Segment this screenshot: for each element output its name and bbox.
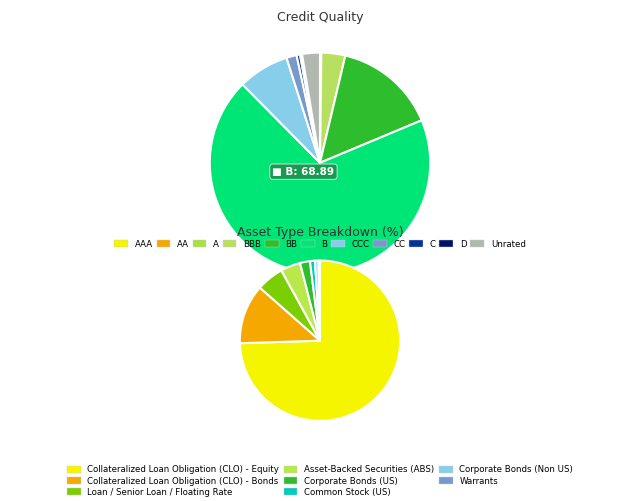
- Wedge shape: [300, 261, 320, 341]
- Wedge shape: [296, 55, 320, 163]
- Text: ■ B: 68.89: ■ B: 68.89: [273, 167, 335, 177]
- Wedge shape: [240, 261, 400, 421]
- Wedge shape: [243, 58, 320, 163]
- Wedge shape: [282, 263, 320, 341]
- Wedge shape: [319, 261, 320, 341]
- Wedge shape: [320, 53, 321, 163]
- Wedge shape: [287, 55, 320, 163]
- Wedge shape: [300, 54, 320, 163]
- Title: Credit Quality: Credit Quality: [276, 11, 364, 24]
- Wedge shape: [320, 53, 346, 163]
- Legend: Collateralized Loan Obligation (CLO) - Equity, Collateralized Loan Obligation (C: Collateralized Loan Obligation (CLO) - E…: [67, 465, 573, 496]
- Wedge shape: [315, 261, 320, 341]
- Wedge shape: [260, 271, 320, 341]
- Title: Asset Type Breakdown (%): Asset Type Breakdown (%): [237, 226, 403, 239]
- Wedge shape: [310, 261, 320, 341]
- Wedge shape: [320, 56, 422, 163]
- Wedge shape: [210, 85, 430, 273]
- Wedge shape: [240, 288, 320, 343]
- Legend: AAA, AA, A, BBB, BB, B, CCC, CC, C, D, Unrated: AAA, AA, A, BBB, BB, B, CCC, CC, C, D, U…: [115, 239, 525, 248]
- Wedge shape: [302, 53, 320, 163]
- Wedge shape: [320, 53, 321, 163]
